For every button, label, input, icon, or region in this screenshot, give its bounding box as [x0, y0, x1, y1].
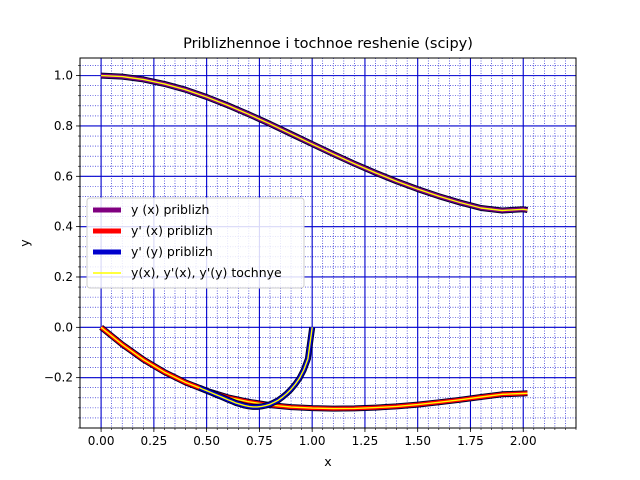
legend-box — [86, 197, 305, 289]
y-tick-label-3: 0.4 — [54, 220, 73, 234]
legend-label-1: y' (x) priblizh — [131, 223, 213, 238]
x-tick-label-0: 0.00 — [88, 434, 115, 448]
series-1-exact-line — [100, 326, 528, 410]
y-axis-label: y — [17, 239, 32, 247]
x-tick-label-1: 0.25 — [141, 434, 168, 448]
y-tick-label-0: −0.2 — [44, 371, 73, 385]
legend-label-3: y(x), y'(x), y'(y) tochnye — [131, 265, 282, 280]
x-tick-label-5: 1.25 — [352, 434, 379, 448]
y-tick-label-5: 0.8 — [54, 119, 73, 133]
chart-title: Priblizhennoe i tochnoe reshenie (scipy) — [183, 36, 473, 52]
x-tick-label-3: 0.75 — [246, 434, 273, 448]
plot-frame — [79, 57, 577, 429]
axis-ticks: 0.00 0.25 0.50 0.75 1.00 1.25 1.50 1.75 2.00 −0.2… — [44, 65, 577, 448]
x-tick-label-2: 0.50 — [193, 434, 220, 448]
y-tick-label-4: 0.6 — [54, 169, 73, 183]
y-tick-label-6: 1.0 — [54, 69, 73, 83]
legend-label-2: y' (y) priblizh — [131, 244, 213, 259]
legend-label-0: y (x) priblizh — [131, 202, 209, 217]
series-2-exact-line — [199, 327, 313, 408]
y-tick-label-2: 0.2 — [54, 270, 73, 284]
y-tick-label-1: 0.0 — [54, 320, 73, 334]
x-tick-label-4: 1.00 — [299, 434, 326, 448]
x-axis-label: x — [324, 454, 331, 469]
x-tick-label-8: 2.00 — [510, 434, 537, 448]
plot-lines — [99, 72, 528, 412]
x-tick-label-7: 1.75 — [457, 434, 484, 448]
series-0-exact-line — [101, 74, 528, 212]
legend: y (x) priblizh y' (x) priblizh y' (y) prib… — [86, 197, 305, 289]
x-tick-label-6: 1.50 — [404, 434, 431, 448]
